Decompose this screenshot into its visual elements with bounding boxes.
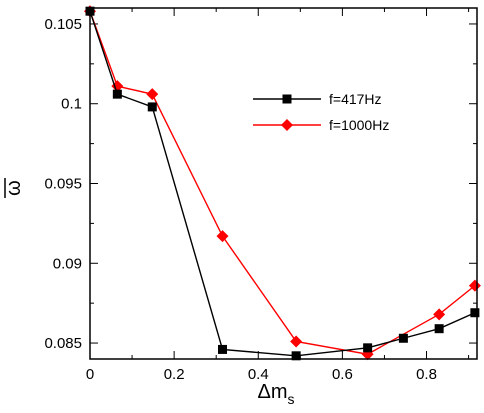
legend-marker: [282, 94, 292, 104]
data-point: [468, 279, 481, 292]
x-tick-label: 0: [86, 366, 94, 383]
series-line: [89, 10, 476, 357]
y-tick-label: 0.09: [53, 255, 82, 272]
tick-labels: 0 0.2 0.4 0.6 0.8 0.085 0.09 0.095 0.1 0.105: [44, 16, 436, 383]
x-tick-label: 0.6: [332, 366, 353, 383]
y-axis-label-group: ω: [3, 178, 25, 198]
series-f=1000Hz: [84, 5, 481, 361]
series-layer: [84, 5, 481, 361]
legend-label: f=417Hz: [329, 91, 382, 107]
data-point: [290, 335, 303, 348]
x-tick-label: 0.4: [248, 366, 269, 383]
y-tick-label: 0.105: [44, 16, 82, 33]
legend-label: f=1000Hz: [329, 117, 389, 133]
data-point: [363, 343, 373, 353]
x-axis-label-subscript: s: [288, 391, 295, 407]
data-point: [470, 308, 480, 318]
legend-entry: f=1000Hz: [253, 117, 389, 133]
data-point: [218, 344, 228, 354]
data-point: [434, 324, 444, 334]
data-point: [433, 308, 446, 321]
legend: f=417Hz f=1000Hz: [253, 91, 389, 133]
data-point: [291, 351, 301, 361]
series-line: [89, 10, 476, 355]
axis-ticks: [89, 8, 477, 359]
x-tick-label: 0.2: [164, 366, 185, 383]
legend-entry: f=417Hz: [253, 91, 382, 107]
data-point: [147, 102, 157, 112]
data-point: [398, 333, 408, 343]
data-point: [146, 88, 159, 101]
x-axis-label-base: Δm: [257, 381, 287, 403]
y-tick-label: 0.095: [44, 176, 82, 193]
y-axis-label: ω: [3, 180, 25, 196]
data-point: [112, 89, 122, 99]
plot-frame: [89, 7, 478, 360]
x-tick-label: 0.8: [416, 366, 437, 383]
series-f=417Hz: [85, 6, 480, 361]
y-tick-label: 0.1: [61, 96, 82, 113]
data-point: [216, 230, 229, 243]
legend-marker: [281, 119, 293, 131]
x-axis-label: Δms: [257, 381, 294, 407]
y-tick-label: 0.085: [44, 335, 82, 352]
